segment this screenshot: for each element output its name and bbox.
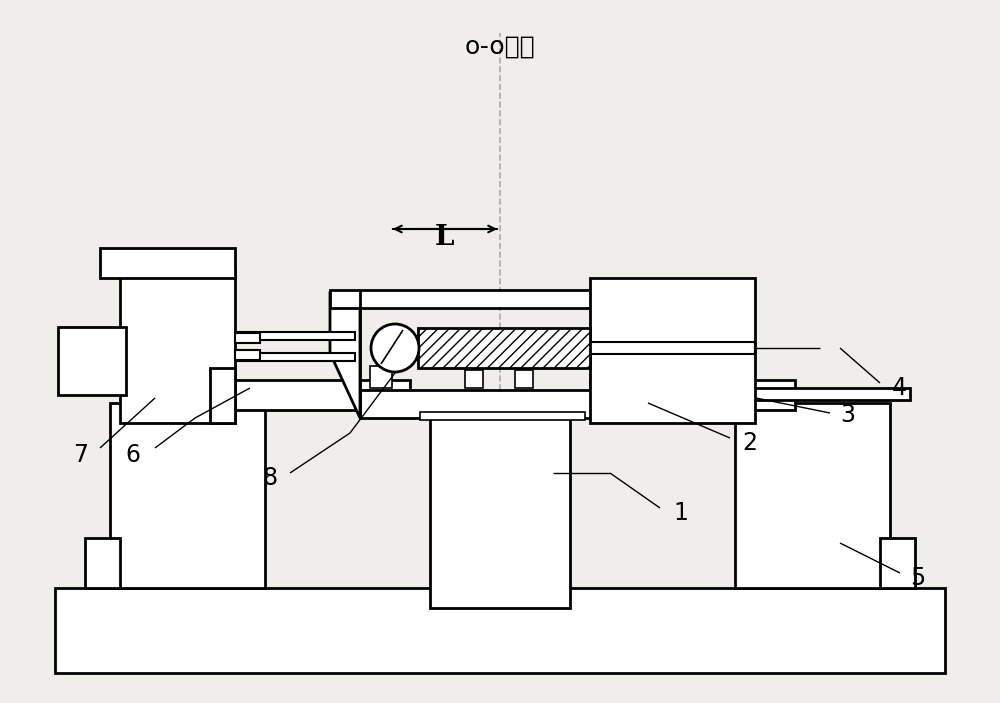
Circle shape — [371, 324, 419, 372]
Polygon shape — [330, 293, 360, 418]
Text: 6: 6 — [125, 443, 140, 467]
Bar — [210, 368, 235, 423]
Polygon shape — [635, 293, 660, 418]
Text: 1: 1 — [673, 501, 688, 525]
Bar — [420, 412, 585, 420]
Bar — [235, 333, 260, 343]
Bar — [590, 388, 910, 400]
Text: 3: 3 — [840, 403, 855, 427]
Bar — [58, 327, 126, 395]
Bar — [85, 538, 120, 588]
Bar — [515, 370, 533, 388]
Bar — [465, 370, 483, 388]
Text: 4: 4 — [892, 376, 907, 400]
Bar — [360, 390, 645, 418]
Text: o-o轴线: o-o轴线 — [465, 35, 535, 59]
Text: 8: 8 — [263, 466, 278, 490]
Bar — [120, 268, 235, 423]
Bar — [590, 380, 795, 410]
Bar — [55, 588, 945, 673]
Bar — [418, 328, 590, 368]
Text: 2: 2 — [742, 431, 757, 455]
Text: 5: 5 — [910, 566, 925, 590]
Bar — [110, 403, 265, 588]
Bar — [638, 371, 656, 385]
Bar — [330, 290, 670, 308]
Bar — [235, 350, 260, 360]
Text: L: L — [435, 224, 455, 251]
Bar — [210, 380, 410, 410]
Bar — [590, 342, 755, 354]
Bar — [220, 353, 355, 361]
Text: 7: 7 — [73, 443, 88, 467]
Bar — [220, 332, 355, 340]
Bar — [735, 403, 890, 588]
Bar — [430, 413, 570, 608]
Bar — [880, 538, 915, 588]
Bar — [370, 366, 392, 388]
Bar — [100, 248, 235, 278]
Bar — [590, 278, 755, 423]
